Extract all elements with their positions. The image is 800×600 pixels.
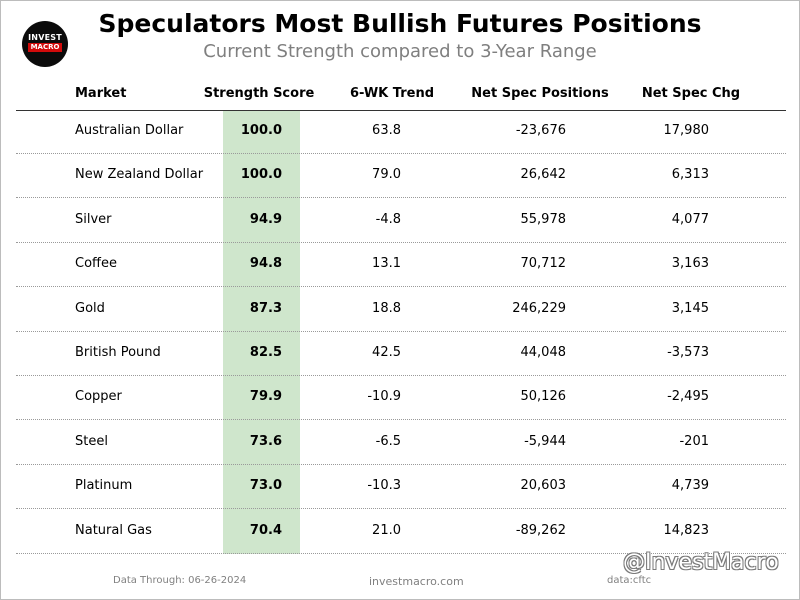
table-row: Natural Gas 70.4 21.0 -89,262 14,823	[1, 510, 800, 554]
table-row: Steel 73.6 -6.5 -5,944 -201	[1, 421, 800, 465]
table-row: Silver 94.9 -4.8 55,978 4,077	[1, 199, 800, 243]
market-cell: Steel	[75, 433, 108, 449]
table-row: New Zealand Dollar 100.0 79.0 26,642 6,313	[1, 154, 800, 199]
strength-score-cell: 100.0	[240, 167, 282, 183]
trend-cell: 13.1	[372, 256, 401, 272]
row-separator	[16, 330, 786, 332]
net-spec-chg-cell: -201	[679, 433, 709, 449]
column-header-net-spec-chg: Net Spec Chg	[641, 86, 741, 101]
row-separator	[16, 463, 786, 465]
market-cell: Coffee	[75, 256, 117, 272]
strength-score-cell: 94.8	[249, 256, 282, 272]
chart-title: Speculators Most Bullish Futures Positio…	[98, 9, 702, 38]
net-spec-chg-cell: 3,145	[671, 300, 709, 316]
net-spec-positions-cell: 26,642	[520, 167, 567, 183]
column-header-strength-score: Strength Score	[203, 86, 315, 101]
logo-text-macro: MACRO	[28, 43, 62, 52]
table-row: Coffee 94.8 13.1 70,712 3,163	[1, 243, 800, 288]
footer-site: investmacro.com	[369, 575, 464, 588]
strength-score-cell: 87.3	[249, 300, 282, 316]
market-cell: Copper	[75, 389, 122, 405]
trend-cell: -4.8	[375, 211, 401, 227]
footer-source: data:cftc	[607, 575, 652, 586]
strength-score-cell: 82.5	[249, 345, 282, 360]
market-cell: New Zealand Dollar	[75, 167, 204, 183]
table-row: British Pound 82.5 42.5 44,048 -3,573	[1, 332, 800, 376]
trend-cell: 21.0	[372, 522, 401, 538]
net-spec-positions-cell: -89,262	[515, 522, 566, 538]
net-spec-positions-cell: 246,229	[512, 300, 566, 316]
net-spec-chg-cell: 14,823	[663, 522, 710, 538]
net-spec-chg-cell: 4,077	[671, 211, 709, 227]
trend-cell: 79.0	[372, 167, 401, 183]
footer-data-through: Data Through: 06-26-2024	[113, 575, 247, 586]
row-separator	[16, 375, 786, 376]
row-separator	[16, 419, 786, 421]
column-header-6wk-trend: 6-WK Trend	[349, 86, 435, 101]
market-cell: Platinum	[75, 478, 133, 494]
row-separator	[16, 197, 786, 199]
net-spec-chg-cell: -3,573	[667, 345, 709, 360]
trend-cell: 63.8	[372, 123, 401, 138]
row-separator	[16, 241, 786, 243]
net-spec-positions-cell: 50,126	[520, 389, 567, 405]
net-spec-positions-cell: 20,603	[520, 478, 567, 494]
net-spec-positions-cell: -23,676	[515, 123, 566, 138]
market-cell: Australian Dollar	[75, 123, 184, 138]
strength-score-cell: 73.6	[249, 433, 282, 449]
market-cell: Natural Gas	[75, 522, 152, 538]
market-cell: British Pound	[75, 345, 161, 360]
table-row: Australian Dollar 100.0 63.8 -23,676 17,980	[1, 110, 800, 154]
trend-cell: 42.5	[372, 345, 401, 360]
net-spec-positions-cell: -5,944	[524, 433, 566, 449]
row-separator	[16, 286, 786, 288]
table-row: Gold 87.3 18.8 246,229 3,145	[1, 288, 800, 332]
net-spec-chg-cell: 17,980	[663, 123, 710, 138]
net-spec-positions-cell: 70,712	[520, 256, 567, 272]
net-spec-chg-cell: 6,313	[671, 167, 709, 183]
trend-cell: -6.5	[375, 433, 401, 449]
watermark: @InvestMacro	[623, 550, 779, 575]
row-separator	[16, 508, 786, 510]
header-rule	[16, 110, 786, 111]
strength-score-cell: 70.4	[249, 522, 282, 538]
trend-cell: -10.3	[367, 478, 401, 494]
column-header-net-spec-positions: Net Spec Positions	[471, 86, 609, 101]
row-separator	[16, 153, 786, 154]
column-header-market: Market	[75, 86, 127, 101]
logo-text-invest: INVEST	[28, 33, 62, 42]
net-spec-chg-cell: 3,163	[671, 256, 709, 272]
table-row: Copper 79.9 -10.9 50,126 -2,495	[1, 376, 800, 421]
market-cell: Silver	[75, 211, 112, 227]
net-spec-positions-cell: 55,978	[520, 211, 567, 227]
net-spec-chg-cell: 4,739	[671, 478, 709, 494]
chart-subtitle: Current Strength compared to 3-Year Rang…	[203, 41, 597, 62]
net-spec-positions-cell: 44,048	[520, 345, 567, 360]
table-row: Platinum 73.0 -10.3 20,603 4,739	[1, 465, 800, 510]
net-spec-chg-cell: -2,495	[667, 389, 709, 405]
strength-score-highlight	[223, 111, 300, 554]
strength-score-cell: 100.0	[240, 123, 282, 138]
strength-score-cell: 94.9	[249, 211, 282, 227]
row-separator	[16, 552, 786, 554]
market-cell: Gold	[75, 300, 105, 316]
strength-score-cell: 79.9	[249, 389, 282, 405]
trend-cell: 18.8	[372, 300, 401, 316]
investmacro-logo: INVEST MACRO	[22, 21, 68, 67]
strength-score-cell: 73.0	[249, 478, 282, 494]
trend-cell: -10.9	[367, 389, 401, 405]
